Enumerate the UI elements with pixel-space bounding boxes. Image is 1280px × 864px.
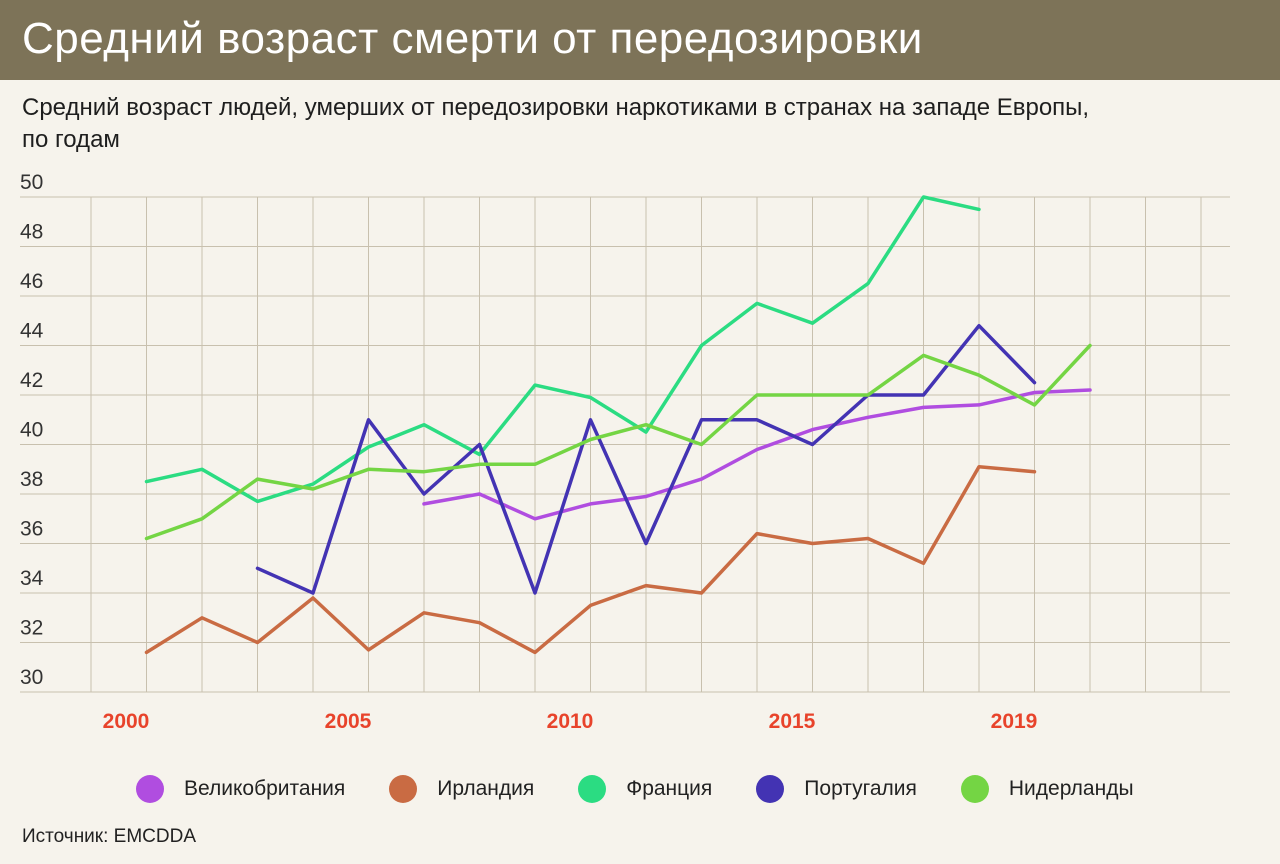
x-tick-label: 2000 (103, 710, 150, 733)
title-bar: Средний возраст смерти от передозировки (0, 0, 1280, 80)
series-line-2 (144, 195, 981, 504)
series-line-1 (144, 465, 1037, 655)
legend-label: Нидерланды (1008, 777, 1134, 800)
source-note: Источник: EMCDDA (22, 826, 197, 847)
y-tick-label: 34 (20, 567, 44, 590)
y-tick-label: 32 (20, 617, 43, 640)
chart-legend: Великобритания Ирландия Франция Португалия Н… (136, 772, 1178, 806)
x-tick-label: 2005 (325, 710, 372, 733)
x-tick-label: 2010 (547, 710, 594, 733)
legend-item: Франция (578, 775, 712, 803)
line-chart: 30 32 34 36 38 40 42 44 46 48 50 2000 2005 2010 2015 20… (20, 171, 1230, 733)
legend-label: Великобритания (184, 777, 346, 800)
y-tick-label: 42 (20, 369, 43, 392)
legend-swatch (960, 775, 989, 803)
y-tick-label: 48 (20, 221, 43, 244)
y-tick-label: 30 (20, 666, 43, 689)
y-tick-label: 36 (20, 518, 43, 541)
y-tick-label: 44 (20, 320, 44, 343)
legend-item: Нидерланды (960, 775, 1134, 803)
series-line-4 (144, 343, 1092, 541)
y-tick-label: 38 (20, 468, 43, 491)
legend-swatch (756, 775, 785, 803)
y-tick-label: 46 (20, 270, 43, 293)
legend-label: Ирландия (437, 777, 535, 800)
legend-label: Португалия (804, 777, 917, 800)
x-tick-label: 2015 (769, 710, 816, 733)
legend-swatch (136, 775, 164, 803)
legend-item: Великобритания (136, 775, 345, 803)
x-tick-label: 2019 (991, 710, 1038, 733)
legend-swatch (389, 775, 418, 803)
legend-item: Португалия (756, 775, 917, 803)
page-title: Средний возраст смерти от передозировки (22, 14, 923, 63)
legend-label: Франция (626, 777, 713, 800)
series-line-0 (422, 388, 1092, 521)
chart-subtitle: Средний возраст людей, умерших от передо… (22, 94, 1090, 153)
legend-swatch (578, 775, 607, 803)
y-tick-label: 50 (20, 171, 43, 194)
series-line-3 (255, 323, 1037, 595)
y-tick-label: 40 (20, 419, 43, 442)
legend-item: Ирландия (389, 775, 534, 803)
